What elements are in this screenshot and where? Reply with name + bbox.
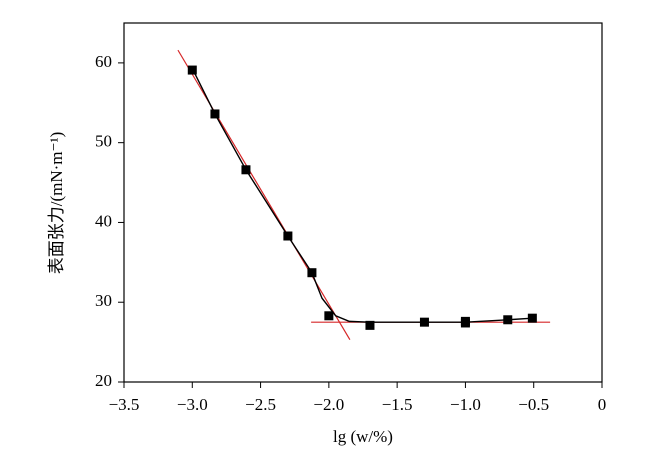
x-tick-label: −2.5 — [245, 395, 276, 414]
y-tick-label: 30 — [95, 291, 112, 310]
y-tick-label: 20 — [95, 371, 112, 390]
plot-frame — [123, 22, 603, 383]
data-point — [283, 231, 293, 241]
data-point — [503, 315, 513, 325]
data-point — [527, 313, 537, 323]
data-point — [241, 165, 251, 175]
x-tick-label: −2.0 — [313, 395, 344, 414]
fit-line — [177, 49, 351, 341]
y-axis-label: 表面张力/(mN·m⁻¹) — [47, 132, 66, 275]
y-tick-label: 60 — [95, 52, 112, 71]
fitted-curve — [191, 68, 533, 323]
data-point — [210, 109, 220, 119]
x-tick-label: −1.5 — [382, 395, 413, 414]
x-tick-label: 0 — [598, 395, 607, 414]
data-point — [307, 268, 317, 278]
data-point — [460, 318, 470, 328]
data-point — [365, 320, 375, 330]
x-tick-label: −1.0 — [450, 395, 481, 414]
x-axis-label: lg (w/%) — [333, 427, 393, 446]
y-tick-label: 50 — [95, 132, 112, 151]
y-tick-label: 40 — [95, 211, 112, 230]
x-tick-label: −3.5 — [109, 395, 140, 414]
data-point — [187, 65, 197, 75]
x-tick-label: −0.5 — [518, 395, 549, 414]
data-point — [324, 311, 334, 321]
x-tick-label: −3.0 — [177, 395, 208, 414]
data-point — [419, 317, 429, 327]
